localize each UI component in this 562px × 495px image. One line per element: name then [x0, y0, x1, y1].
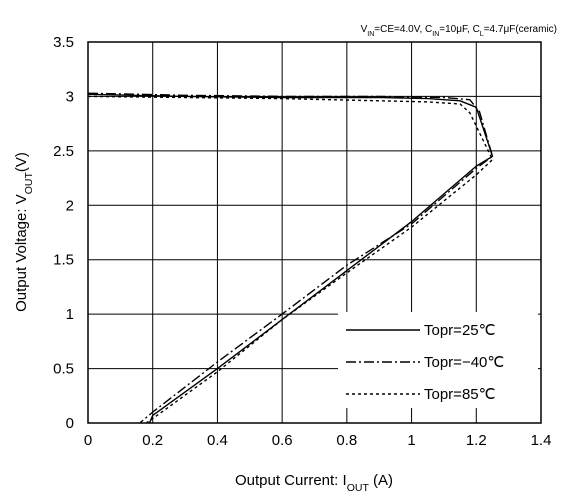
- legend: Topr=25℃ Topr=−40℃ Topr=85℃: [338, 312, 538, 408]
- y-tick-label: 3: [66, 88, 74, 105]
- y-tick-labels: 0 0.5 1 1.5 2 2.5 3 3.5: [53, 34, 74, 432]
- series-line-2: [87, 95, 494, 424]
- y-tick-label: 2: [66, 197, 74, 214]
- conditions-note: VIN=CE=4.0V, CIN=10μF, CL=4.7μF(ceramic): [361, 24, 557, 38]
- x-tick-label: 0.4: [207, 432, 228, 449]
- y-axis-title: Output Voltage: VOUT(V): [13, 152, 35, 312]
- x-tick-label: 1.2: [466, 432, 487, 449]
- x-tick-label: 0: [84, 432, 92, 449]
- legend-label-1: Topr=−40℃: [424, 354, 504, 371]
- series-line-1: [87, 92, 494, 424]
- legend-label-0: Topr=25℃: [424, 322, 495, 339]
- series-line-0: [87, 93, 494, 424]
- x-tick-label: 1: [407, 432, 415, 449]
- y-tick-label: 0: [66, 415, 74, 432]
- y-tick-label: 2.5: [53, 143, 74, 160]
- plot-frame: [87, 41, 542, 424]
- y-tick-label: 1.5: [53, 252, 74, 269]
- x-tick-label: 0.2: [142, 432, 163, 449]
- y-tick-label: 1: [66, 306, 74, 323]
- x-tick-label: 0.8: [336, 432, 357, 449]
- x-tick-labels: 0 0.2 0.4 0.6 0.8 1 1.2 1.4: [84, 432, 552, 449]
- y-tick-label: 3.5: [53, 34, 74, 51]
- y-tick-label: 0.5: [53, 361, 74, 378]
- x-tick-label: 1.4: [531, 432, 552, 449]
- x-axis-title: Output Current: IOUT (A): [235, 472, 393, 494]
- x-tick-label: 0.6: [272, 432, 293, 449]
- legend-box: [338, 312, 538, 408]
- legend-label-2: Topr=85℃: [424, 386, 495, 403]
- plot-lines: [87, 92, 494, 424]
